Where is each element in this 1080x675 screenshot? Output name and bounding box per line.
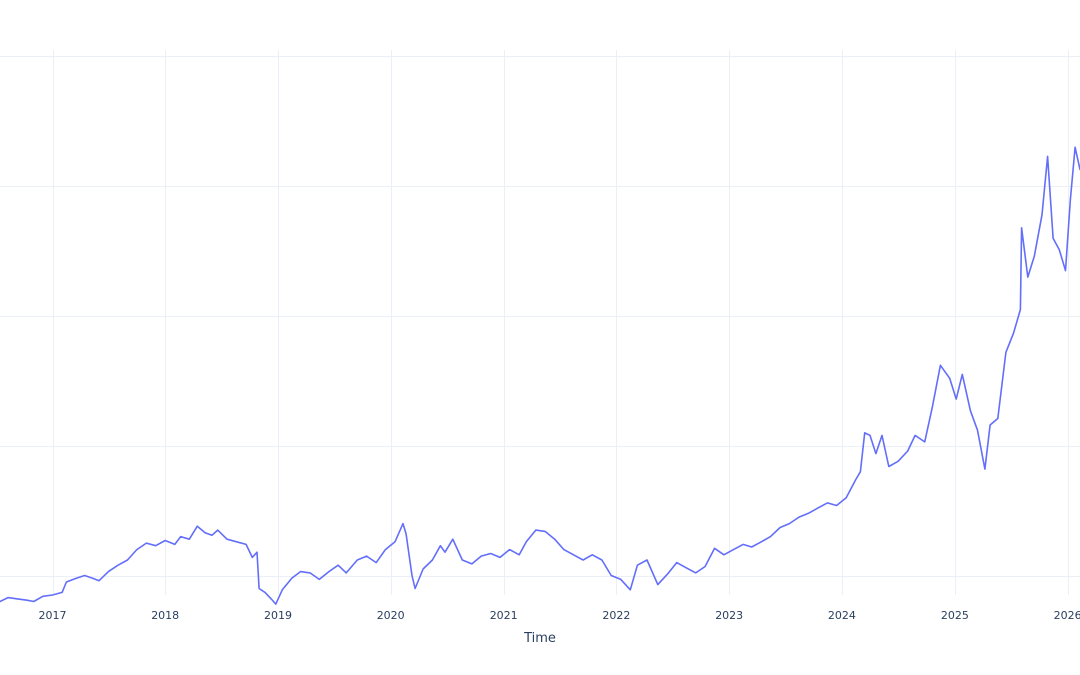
x-tick-label-2024: 2024 bbox=[828, 609, 856, 622]
y-gridlines bbox=[0, 56, 1080, 577]
x-tick-labels: 2017 2018 2019 2020 2021 2022 2023 2024 2025 2026 bbox=[39, 609, 1080, 622]
series-layer bbox=[0, 146, 1080, 605]
x-tick-label-2020: 2020 bbox=[377, 609, 405, 622]
x-tick-label-2018: 2018 bbox=[151, 609, 179, 622]
series-line-0 bbox=[0, 146, 1080, 605]
x-tick-label-2023: 2023 bbox=[715, 609, 743, 622]
x-axis-title: Time bbox=[523, 631, 556, 646]
x-tick-label-2017: 2017 bbox=[39, 609, 67, 622]
x-tick-label-2019: 2019 bbox=[264, 609, 292, 622]
x-gridlines bbox=[53, 50, 1069, 595]
x-tick-label-2021: 2021 bbox=[490, 609, 518, 622]
x-tick-label-2022: 2022 bbox=[602, 609, 630, 622]
x-tick-label-2025: 2025 bbox=[941, 609, 969, 622]
x-tick-label-2026: 2026 bbox=[1054, 609, 1080, 622]
